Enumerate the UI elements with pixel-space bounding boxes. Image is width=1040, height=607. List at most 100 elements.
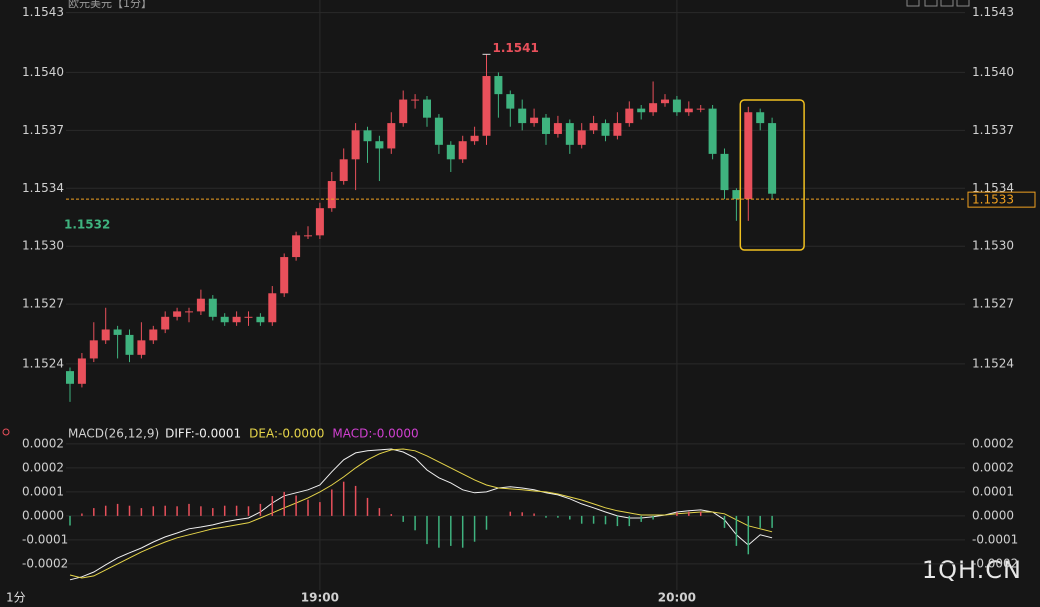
last-price-label: 1.1533 — [972, 193, 1014, 207]
candle-body — [423, 99, 431, 118]
candle-body — [280, 257, 289, 294]
candle-body — [684, 108, 693, 113]
candle-body — [339, 159, 348, 182]
macd-line — [69, 448, 773, 579]
candle-body — [351, 130, 360, 160]
candle-body — [470, 135, 479, 142]
candle-body — [708, 108, 717, 154]
candle-body — [113, 329, 122, 335]
candle-body — [732, 190, 741, 200]
y-tick-label: 0.0001 — [22, 484, 64, 498]
candle-body — [411, 99, 420, 101]
candle-body — [363, 130, 372, 142]
candle-body — [137, 340, 146, 355]
candle-body — [375, 141, 384, 149]
y-tick-label: 0.0002 — [22, 460, 64, 474]
candle-body — [196, 298, 205, 312]
x-tick-label: 19:00 — [301, 591, 339, 605]
candle-body — [553, 123, 562, 134]
candle-body — [77, 358, 86, 384]
highlight-box — [739, 99, 805, 251]
y-tick-label-right: 1.1524 — [972, 356, 1014, 370]
candle-body — [232, 316, 241, 323]
candle-body — [744, 112, 753, 200]
y-tick-label-right: -0.0001 — [972, 532, 1018, 546]
y-tick-label: 1.1537 — [22, 123, 64, 137]
candle-body — [149, 329, 158, 341]
candle-body — [518, 108, 527, 124]
candle-body — [161, 316, 170, 330]
y-tick-label-right: 1.1543 — [972, 5, 1014, 19]
candle-body — [244, 316, 253, 318]
candle-body — [268, 293, 277, 323]
period-label: 1分 — [6, 591, 26, 605]
candle-body — [256, 316, 265, 323]
candle-body — [565, 123, 574, 145]
high-annotation: 1.1541 — [493, 41, 539, 55]
settings-icon[interactable] — [2, 428, 10, 436]
candle-body — [696, 108, 705, 110]
candle-body — [720, 153, 729, 191]
legend-entry: DEA:-0.0000 — [249, 427, 324, 441]
indicator-title: MACD(26,12,9) — [68, 427, 159, 441]
candle-body — [577, 130, 586, 145]
y-tick-label-right: 0.0000 — [972, 508, 1014, 522]
candle-body — [304, 235, 312, 237]
candle-body — [530, 117, 539, 124]
y-tick-label-right: 1.1537 — [972, 123, 1014, 137]
toolbar-icons — [906, 0, 970, 7]
candle-body — [649, 103, 658, 113]
candle-body — [208, 298, 217, 317]
y-tick-label: 0.0000 — [22, 508, 64, 522]
low-annotation: 1.1532 — [64, 218, 110, 232]
y-tick-label-right: 0.0002 — [972, 460, 1014, 474]
legend-entry: DIFF:-0.0001 — [165, 427, 241, 441]
y-tick-label-right: -0.0002 — [972, 556, 1018, 570]
candle-body — [661, 99, 669, 104]
y-tick-label-right: 0.0002 — [972, 436, 1014, 450]
candle-body — [101, 329, 110, 341]
candle-body — [506, 94, 515, 109]
y-tick-label: 1.1534 — [22, 181, 64, 195]
y-tick-label: 1.1540 — [22, 65, 64, 79]
y-tick-label-right: 1.1530 — [972, 239, 1014, 253]
candle-body — [601, 123, 610, 136]
candle-body — [434, 117, 443, 145]
y-tick-label-right: 1.1527 — [972, 297, 1014, 311]
candle-body — [173, 311, 182, 317]
candle-body — [482, 76, 491, 136]
candle-body — [768, 123, 777, 194]
candle-body — [637, 108, 646, 113]
candle-body — [125, 334, 134, 355]
candle-body — [220, 316, 229, 323]
macd-line — [69, 448, 773, 581]
y-tick-label: -0.0001 — [22, 532, 68, 546]
x-tick-label: 20:00 — [658, 591, 696, 605]
chart-title: 欧元美元【1分】 — [68, 0, 152, 10]
y-tick-label: -0.0002 — [22, 556, 68, 570]
candle-body — [672, 99, 681, 113]
candle-body — [589, 123, 598, 131]
y-tick-label: 1.1543 — [22, 5, 64, 19]
last-price-box — [967, 191, 1036, 208]
y-tick-label: 1.1527 — [22, 297, 64, 311]
y-tick-label: 0.0002 — [22, 436, 64, 450]
y-tick-label-right: 0.0001 — [972, 484, 1014, 498]
candle-body — [458, 141, 467, 160]
candle-body — [327, 181, 336, 209]
y-tick-label-right: 1.1534 — [972, 181, 1014, 195]
candle-body — [446, 144, 455, 160]
candle-body — [89, 340, 98, 359]
candle-body — [315, 208, 324, 236]
candle-body — [66, 371, 74, 384]
y-tick-label: 1.1530 — [22, 239, 64, 253]
candle-body — [387, 123, 396, 149]
candle-body — [292, 235, 301, 258]
candle-body — [542, 117, 550, 134]
watermark: 1QH.CN — [922, 556, 1022, 584]
candle-body — [613, 123, 622, 136]
candle-body — [494, 76, 503, 95]
candle-body — [625, 108, 634, 124]
